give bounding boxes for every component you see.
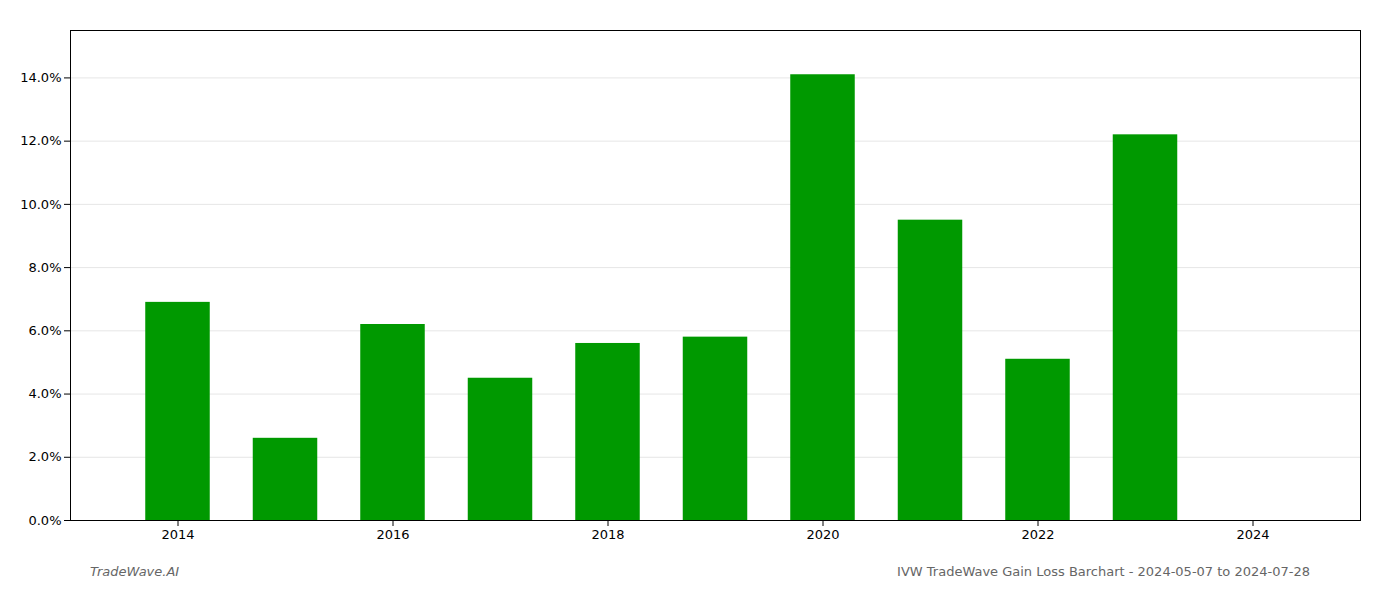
svg-text:6.0%: 6.0% — [28, 323, 61, 338]
html-text:IVW TradeWave Gain Loss Barcha: IVW TradeWave Gain Loss Barchart - 2024-… — [897, 564, 1310, 579]
svg-text:2020: 2020 — [806, 527, 839, 542]
svg-text:0.0%: 0.0% — [28, 513, 61, 528]
svg-text:2024: 2024 — [1236, 527, 1269, 542]
svg-text:8.0%: 8.0% — [28, 260, 61, 275]
svg-text:2022: 2022 — [1021, 527, 1054, 542]
svg-text:12.0%: 12.0% — [20, 133, 61, 148]
svg-text:2.0%: 2.0% — [28, 449, 61, 464]
svg-text:2014: 2014 — [161, 527, 194, 542]
svg-text:2018: 2018 — [591, 527, 624, 542]
svg-text:10.0%: 10.0% — [20, 197, 61, 212]
svg-text:2016: 2016 — [376, 527, 409, 542]
svg-text:14.0%: 14.0% — [20, 70, 61, 85]
html-text:TradeWave.AI: TradeWave.AI — [90, 564, 180, 579]
svg-text:4.0%: 4.0% — [28, 386, 61, 401]
